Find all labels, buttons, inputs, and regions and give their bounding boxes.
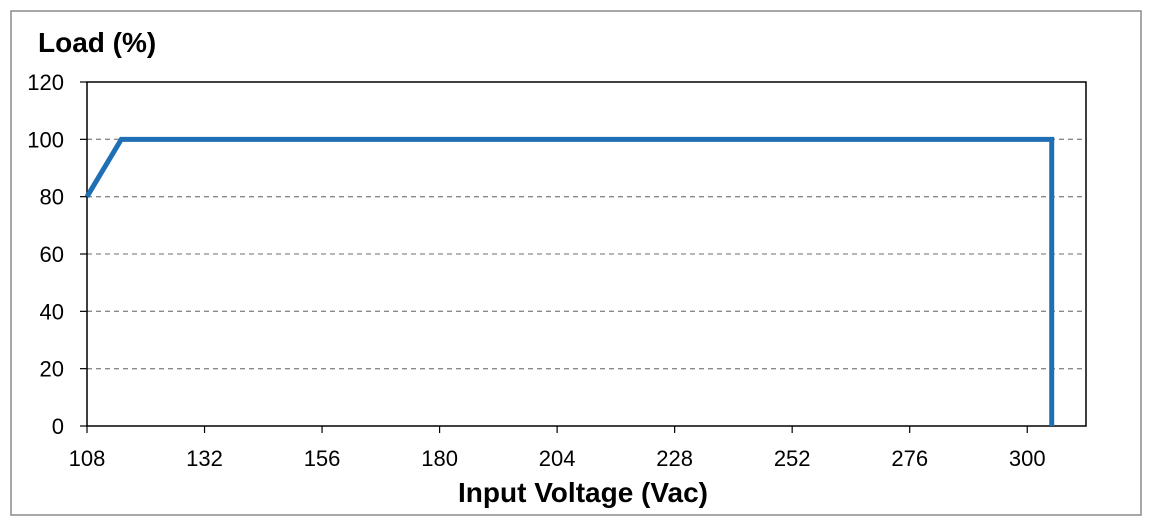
series-group xyxy=(84,136,1055,426)
x-tick-label-204: 204 xyxy=(539,446,576,471)
x-tick-label-132: 132 xyxy=(186,446,223,471)
axis-ticks xyxy=(80,81,1028,433)
x-axis-tick-labels: 108 132 156 180 204 228 252 276 300 xyxy=(69,446,1046,471)
y-tick-label-60: 60 xyxy=(40,242,64,267)
x-tick-label-252: 252 xyxy=(774,446,811,471)
x-tick-label-156: 156 xyxy=(304,446,341,471)
y-tick-label-80: 80 xyxy=(40,185,64,210)
y-tick-label-100: 100 xyxy=(27,127,64,152)
y-axis-tick-labels: 0 20 40 60 80 100 120 xyxy=(27,70,64,439)
series-line-0 xyxy=(84,136,1055,426)
x-tick-label-180: 180 xyxy=(421,446,458,471)
chart-frame xyxy=(10,10,1142,516)
x-tick-label-108: 108 xyxy=(69,446,106,471)
y-tick-label-0: 0 xyxy=(52,414,64,439)
y-tick-label-120: 120 xyxy=(27,70,64,95)
y-tick-label-40: 40 xyxy=(40,299,64,324)
x-tick-label-228: 228 xyxy=(656,446,693,471)
y-axis-title: Load (%) xyxy=(38,27,156,58)
x-axis-title: Input Voltage (Vac) xyxy=(458,477,708,508)
x-tick-label-276: 276 xyxy=(891,446,928,471)
x-tick-label-300: 300 xyxy=(1009,446,1046,471)
y-tick-label-20: 20 xyxy=(40,357,64,382)
